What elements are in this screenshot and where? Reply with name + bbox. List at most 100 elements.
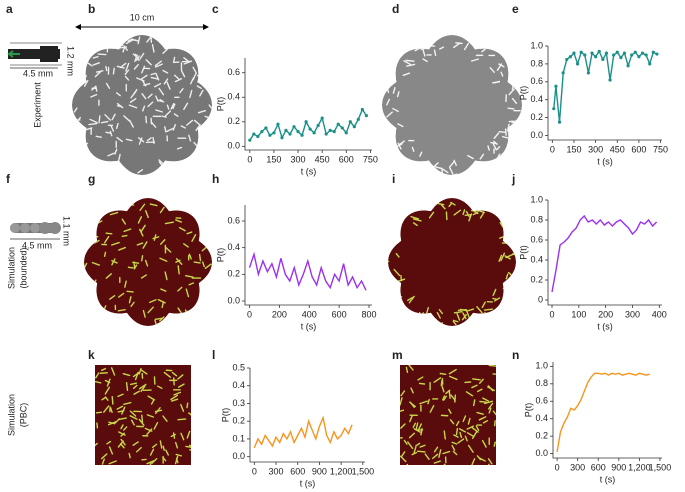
x-tick-label: 300 [588,144,603,154]
rod [149,299,157,304]
y-tick-label: 0.8 [530,58,543,68]
rod [492,142,497,151]
rod [159,41,168,46]
rod [429,202,434,209]
rod [141,65,146,74]
y-tick-label: 0.2 [232,416,245,426]
rod [125,381,129,391]
rod [164,44,173,48]
rod [159,239,166,245]
rod [407,296,414,302]
rod [417,376,424,381]
rod [144,259,149,267]
rod [459,431,463,439]
rod [105,232,113,235]
images [72,35,522,465]
rod [383,119,386,128]
annotation: 4.5 mm [22,240,52,250]
rod [111,258,116,266]
rod [412,222,418,227]
data-point [630,53,634,57]
rod [180,125,186,129]
data-point [264,126,268,130]
rod [111,260,118,264]
rod [88,122,98,126]
rod [493,132,500,139]
rod [188,134,192,142]
rod [499,221,504,229]
rod [419,444,426,448]
data-point [594,55,598,59]
rod [462,415,467,423]
x-tick-label: 200 [272,309,287,319]
rod [165,127,174,133]
rod [170,102,175,110]
data-point [655,52,659,56]
rod [151,44,155,53]
rod [489,66,495,73]
rod [479,153,485,160]
rod [104,113,111,121]
rod [488,365,496,367]
rod [408,432,416,439]
rod [106,378,111,387]
x-tick-label: 1,200 [628,462,651,472]
rod [146,460,155,465]
rod [177,418,187,421]
rod [150,399,155,405]
rod [202,261,205,268]
data-point [552,107,556,111]
rod [132,441,139,446]
data-point [344,131,348,135]
rod [188,253,192,260]
x-tick-label: 400 [652,309,667,319]
rod [451,441,458,445]
rod [117,42,124,47]
data-point [260,130,264,134]
rod [471,378,481,381]
rod [472,211,479,216]
rod [407,441,414,450]
rod [132,384,138,389]
rod [483,308,494,311]
rod [193,119,201,126]
rod [476,411,484,415]
rod [179,87,184,94]
rod [388,77,395,81]
y-tick-label: 0.4 [535,413,548,423]
rod [170,394,179,401]
rod [162,322,169,325]
rod [396,143,403,148]
rod [195,124,201,132]
rod [476,306,483,314]
rod [412,218,422,222]
rod [501,135,509,139]
panel-label: i [392,172,395,186]
rod [101,458,105,465]
rod [466,308,475,312]
rod [413,446,417,454]
rod [396,278,406,283]
rod [403,60,412,66]
rod [442,450,451,455]
rod [120,424,124,430]
rod [161,115,167,118]
data-point [583,53,587,57]
rod [97,53,107,56]
rod [396,91,400,98]
rod [508,88,515,96]
rod [137,36,141,45]
rod [162,445,165,451]
rod [433,460,441,464]
rod [199,89,204,97]
rod [455,427,459,436]
data-point [615,50,619,54]
y-tick-label: 0.6 [535,396,548,406]
rod [135,446,142,453]
rod [500,252,506,262]
image-panel [400,365,496,465]
rod [143,82,151,86]
rod [122,373,131,377]
rod [172,124,177,131]
y-axis-label: P(t) [518,245,528,260]
